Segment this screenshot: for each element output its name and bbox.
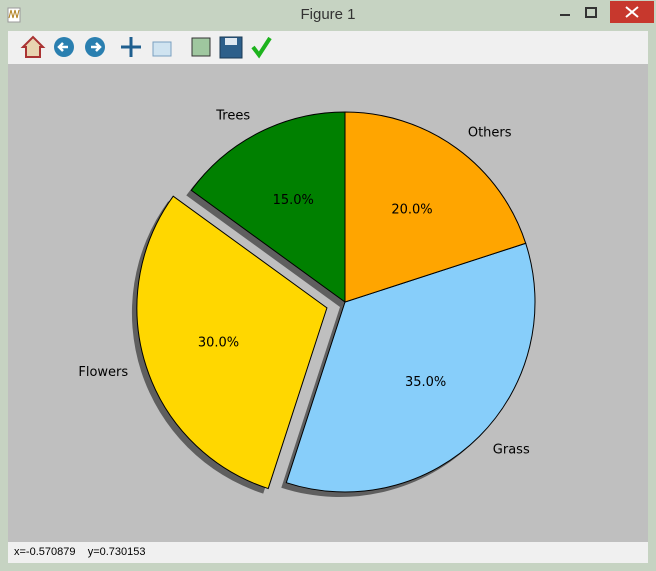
forward-icon (91, 42, 102, 52)
percent-label: 20.0% (391, 202, 432, 217)
pie-slice (136, 195, 328, 490)
home-button[interactable] (20, 35, 46, 58)
toolbar (8, 31, 648, 64)
pie-slice (344, 111, 527, 303)
window-title: Figure 1 (300, 6, 355, 23)
subplots-button[interactable] (191, 37, 211, 57)
check-button[interactable] (251, 36, 272, 59)
pie-chart: Trees 15.0% Flowers 30.0% Grass 35.0% Others 20… (78, 108, 536, 497)
slice-label: Grass (493, 442, 530, 457)
status-text: x=-0.570879 y=0.730153 (14, 546, 146, 558)
back-icon (57, 42, 68, 52)
pan-button[interactable] (121, 37, 141, 57)
slice-label: Others (468, 125, 512, 140)
toolbar-buttons (20, 35, 272, 59)
close-icon (625, 6, 639, 18)
percent-label: 15.0% (273, 193, 314, 208)
zoom-button[interactable] (152, 41, 172, 57)
pie-slice (190, 111, 346, 303)
app-icon-glyph (8, 9, 20, 19)
status-bar (8, 542, 648, 563)
save-icon (225, 38, 237, 45)
percent-label: 30.0% (198, 336, 239, 351)
pie-slice (285, 242, 536, 493)
slice-label: Trees (215, 108, 250, 123)
slice-label: Flowers (78, 365, 128, 380)
percent-label: 35.0% (405, 375, 446, 390)
maximize-button[interactable] (585, 7, 597, 18)
